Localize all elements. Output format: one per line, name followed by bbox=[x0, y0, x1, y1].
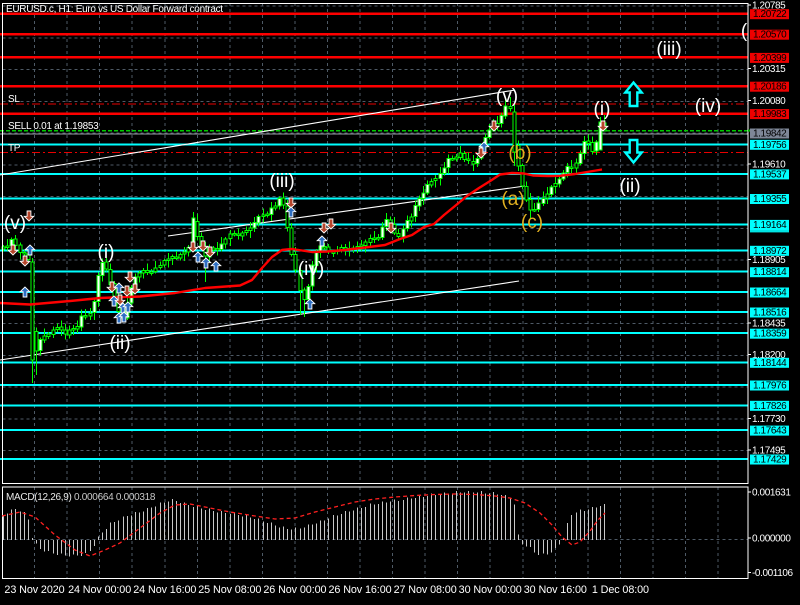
svg-text:1 Dec 08:00: 1 Dec 08:00 bbox=[592, 584, 649, 596]
svg-text:1.19842: 1.19842 bbox=[753, 129, 787, 140]
svg-text:(: ( bbox=[741, 21, 748, 42]
svg-text:1.19610: 1.19610 bbox=[752, 160, 786, 171]
svg-text:(iv): (iv) bbox=[298, 259, 324, 280]
svg-text:TP: TP bbox=[8, 143, 21, 154]
svg-text:1.17976: 1.17976 bbox=[753, 381, 787, 392]
svg-text:1.20399: 1.20399 bbox=[753, 53, 787, 64]
svg-text:26 Nov 16:00: 26 Nov 16:00 bbox=[328, 584, 391, 596]
svg-text:1.19983: 1.19983 bbox=[753, 109, 787, 120]
svg-text:0.001631: 0.001631 bbox=[752, 488, 791, 499]
svg-text:1.18200: 1.18200 bbox=[752, 350, 786, 361]
svg-text:1.20080: 1.20080 bbox=[752, 96, 786, 107]
svg-text:1.19355: 1.19355 bbox=[753, 194, 787, 205]
svg-text:SL: SL bbox=[8, 94, 20, 105]
svg-text:1.18359: 1.18359 bbox=[753, 329, 787, 340]
svg-text:1.19537: 1.19537 bbox=[753, 169, 787, 180]
svg-text:1.18664: 1.18664 bbox=[753, 288, 787, 299]
svg-text:30 Nov 00:00: 30 Nov 00:00 bbox=[459, 584, 522, 596]
svg-text:1.19164: 1.19164 bbox=[753, 220, 787, 231]
svg-text:27 Nov 08:00: 27 Nov 08:00 bbox=[394, 584, 457, 596]
svg-text:30 Nov 16:00: 30 Nov 16:00 bbox=[524, 584, 587, 596]
svg-text:1.18905: 1.18905 bbox=[752, 255, 786, 266]
svg-text:1.17429: 1.17429 bbox=[753, 455, 787, 466]
svg-text:1.18516: 1.18516 bbox=[753, 308, 787, 319]
svg-text:SELL 0.01 at 1.19853: SELL 0.01 at 1.19853 bbox=[8, 121, 99, 132]
svg-text:(i): (i) bbox=[98, 242, 115, 263]
svg-text:MACD(12,26,9) 0.000664 0.00031: MACD(12,26,9) 0.000664 0.000318 bbox=[6, 492, 156, 503]
svg-text:1.17495: 1.17495 bbox=[752, 446, 786, 457]
svg-text:1.17643: 1.17643 bbox=[753, 426, 787, 437]
svg-text:1.20785: 1.20785 bbox=[752, 1, 786, 12]
svg-text:(i): (i) bbox=[594, 99, 611, 120]
svg-text:1.20186: 1.20186 bbox=[753, 82, 787, 93]
svg-text:24 Nov 00:00: 24 Nov 00:00 bbox=[68, 584, 131, 596]
svg-text:1.18144: 1.18144 bbox=[753, 358, 787, 369]
svg-text:(v): (v) bbox=[4, 213, 26, 234]
svg-text:(v): (v) bbox=[496, 86, 518, 107]
svg-text:1.19756: 1.19756 bbox=[753, 140, 787, 151]
svg-text:-0.001106: -0.001106 bbox=[752, 568, 794, 579]
svg-text:1.17826: 1.17826 bbox=[753, 401, 787, 412]
svg-text:1.18814: 1.18814 bbox=[753, 267, 787, 278]
svg-text:1.20315: 1.20315 bbox=[752, 64, 786, 75]
svg-text:(iii): (iii) bbox=[656, 39, 681, 60]
svg-text:23 Nov 2020: 23 Nov 2020 bbox=[4, 584, 64, 596]
svg-text:1.20722: 1.20722 bbox=[753, 9, 787, 20]
svg-text:1.18435: 1.18435 bbox=[752, 319, 786, 330]
svg-text:(ii): (ii) bbox=[619, 176, 640, 197]
svg-text:(iv): (iv) bbox=[695, 96, 721, 117]
svg-text:(ii): (ii) bbox=[109, 333, 130, 354]
svg-text:(c): (c) bbox=[521, 212, 543, 233]
svg-text:1.17730: 1.17730 bbox=[752, 414, 786, 425]
svg-text:25 Nov 08:00: 25 Nov 08:00 bbox=[198, 584, 261, 596]
svg-text:0.000000: 0.000000 bbox=[752, 534, 791, 545]
svg-text:(a): (a) bbox=[501, 189, 524, 210]
svg-text:(iii): (iii) bbox=[269, 171, 294, 192]
svg-text:EURUSD.c, H1: Euro vs US Doll: EURUSD.c, H1: Euro vs US Dollar Forward … bbox=[6, 4, 223, 15]
svg-text:24 Nov 16:00: 24 Nov 16:00 bbox=[133, 584, 196, 596]
svg-text:26 Nov 00:00: 26 Nov 00:00 bbox=[263, 584, 326, 596]
svg-text:1.18972: 1.18972 bbox=[753, 246, 787, 257]
svg-text:(b): (b) bbox=[508, 143, 531, 164]
svg-text:1.20570: 1.20570 bbox=[753, 30, 787, 41]
